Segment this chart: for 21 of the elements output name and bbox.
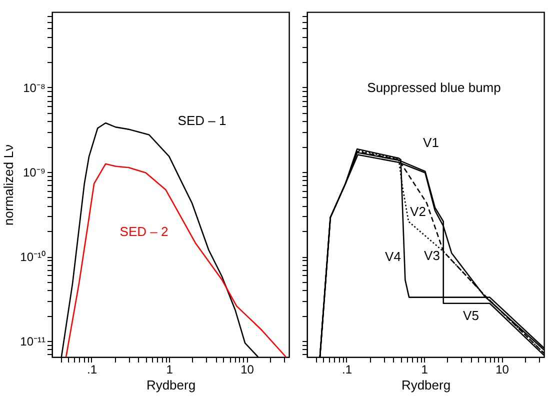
series-label: V2 [410, 204, 426, 219]
annotation: Suppressed blue bump [367, 80, 501, 95]
y-tick-label: 10⁻¹¹ [20, 334, 46, 349]
series-label: SED – 2 [120, 224, 168, 239]
series-label: V1 [423, 135, 439, 150]
x-tick-label: 10 [496, 362, 510, 376]
x-tick-label: 10 [240, 362, 254, 376]
x-tick-label: 1 [166, 362, 174, 376]
x-tick-label: .1 [86, 362, 98, 376]
y-tick-label: 10⁻⁹ [23, 166, 46, 180]
series-label: V3 [424, 248, 440, 263]
series-label: V4 [385, 249, 401, 264]
x-tick-label: .1 [342, 362, 352, 376]
series-label: SED – 1 [178, 113, 226, 128]
series-label: V5 [463, 308, 479, 323]
x-tick-label: 1 [421, 362, 428, 376]
x-axis-title: Rydberg [146, 378, 196, 392]
y-tick-label: 10⁻⁸ [23, 80, 46, 95]
x-axis-title: Rydberg [401, 378, 451, 392]
y-axis-title: normalized Lν [1, 144, 16, 226]
y-tick-label: 10⁻¹⁰ [20, 250, 46, 264]
